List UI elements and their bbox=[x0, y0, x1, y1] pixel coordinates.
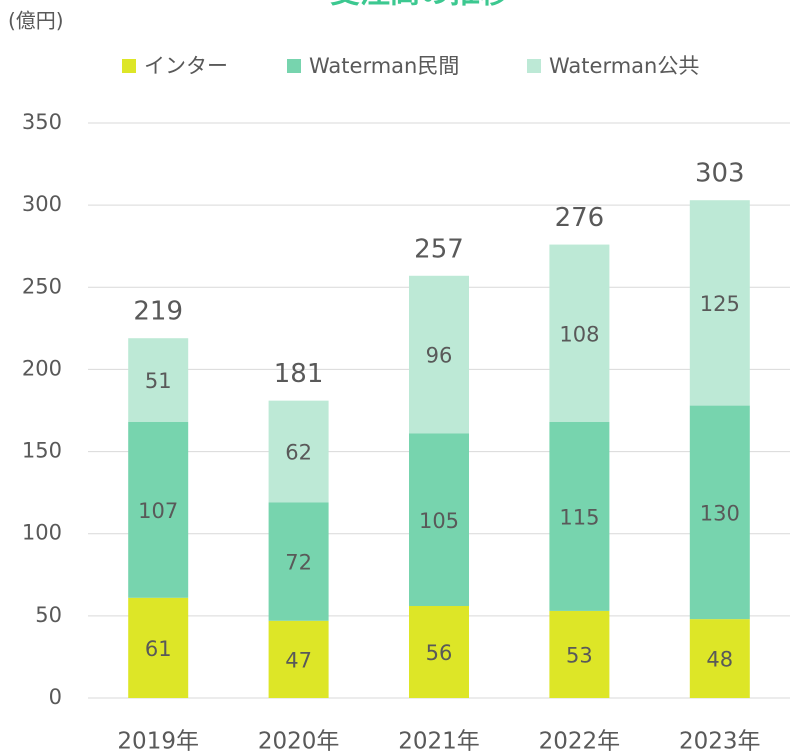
data-label: 108 bbox=[559, 322, 599, 346]
data-label: 115 bbox=[559, 505, 599, 529]
data-label: 107 bbox=[138, 499, 178, 523]
data-label: 53 bbox=[566, 643, 593, 667]
bar-segment bbox=[549, 610, 610, 698]
y-tick-label: 300 bbox=[22, 192, 62, 216]
y-tick-label: 250 bbox=[22, 274, 62, 298]
bar-segment bbox=[268, 620, 329, 698]
y-unit-label: (億円) bbox=[8, 9, 64, 33]
legend-label: Waterman公共 bbox=[549, 54, 699, 78]
legend-label: インター bbox=[144, 54, 228, 78]
data-label: 61 bbox=[145, 637, 172, 661]
y-tick-label: 350 bbox=[22, 110, 62, 134]
bar-segment bbox=[128, 338, 189, 422]
bar-segment bbox=[689, 405, 750, 620]
total-label: 257 bbox=[414, 234, 464, 264]
data-label: 62 bbox=[285, 441, 312, 465]
total-label: 276 bbox=[555, 203, 605, 233]
data-label: 51 bbox=[145, 369, 172, 393]
x-tick-label: 2019年 bbox=[117, 729, 199, 754]
bar-segment bbox=[689, 619, 750, 698]
data-label: 130 bbox=[700, 501, 740, 525]
y-tick-label: 0 bbox=[49, 685, 62, 709]
data-label: 125 bbox=[700, 292, 740, 316]
data-label: 105 bbox=[419, 509, 459, 533]
bar-segment bbox=[549, 422, 610, 611]
bar-segment bbox=[128, 422, 189, 598]
y-tick-label: 150 bbox=[22, 439, 62, 463]
data-label: 48 bbox=[706, 648, 733, 672]
y-tick-label: 50 bbox=[35, 603, 62, 627]
bar-segment bbox=[409, 606, 469, 698]
chart-title: 受注高の推移 bbox=[330, 0, 510, 11]
bar-segment bbox=[268, 400, 329, 503]
legend-swatch bbox=[122, 59, 136, 73]
total-label: 219 bbox=[133, 297, 183, 327]
bar-segment bbox=[689, 200, 750, 406]
data-label: 96 bbox=[426, 344, 453, 368]
x-tick-label: 2021年 bbox=[398, 729, 480, 754]
legend-swatch bbox=[287, 59, 301, 73]
total-label: 181 bbox=[274, 359, 324, 389]
y-tick-label: 100 bbox=[22, 521, 62, 545]
legend-label: Waterman民間 bbox=[309, 54, 459, 78]
data-label: 47 bbox=[285, 648, 312, 672]
total-label: 303 bbox=[695, 159, 745, 189]
bar-segment bbox=[549, 244, 610, 422]
bar-segment bbox=[409, 275, 469, 434]
bar-segment bbox=[128, 597, 189, 698]
data-label: 56 bbox=[426, 641, 453, 665]
data-label: 72 bbox=[285, 551, 312, 575]
x-tick-label: 2020年 bbox=[258, 729, 340, 754]
bar-segment bbox=[268, 502, 329, 621]
legend-swatch bbox=[527, 59, 541, 73]
x-tick-label: 2022年 bbox=[539, 729, 621, 754]
bar-segment bbox=[409, 433, 469, 606]
x-tick-label: 2023年 bbox=[679, 729, 761, 754]
y-tick-label: 200 bbox=[22, 356, 62, 380]
